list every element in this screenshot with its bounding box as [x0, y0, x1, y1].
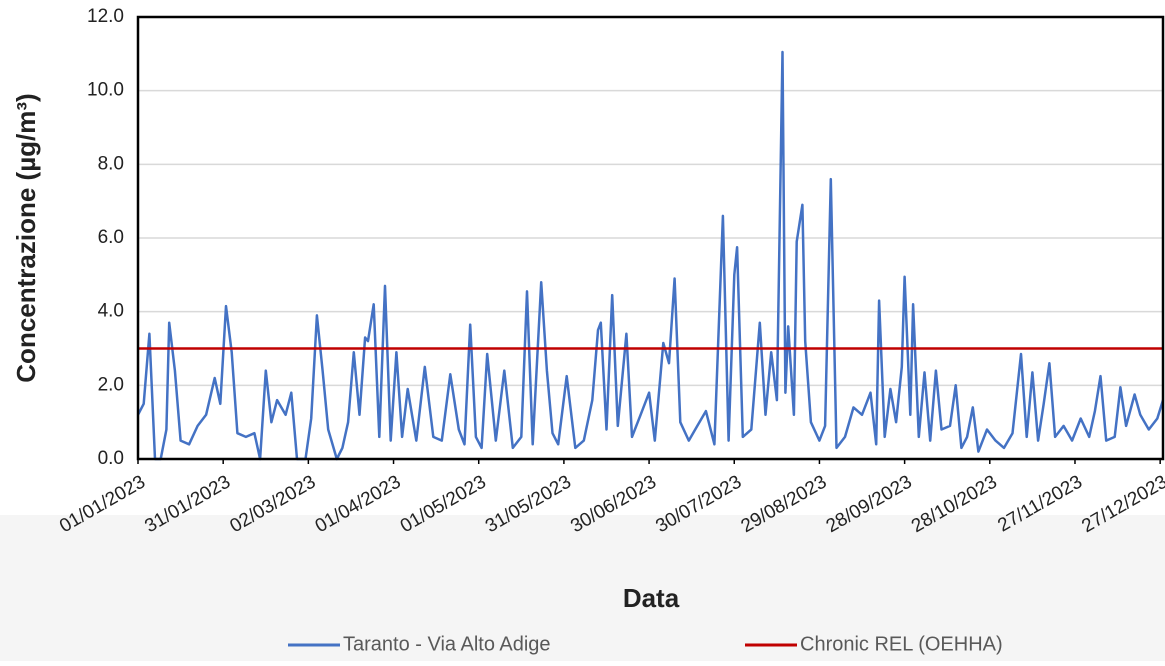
y-tick-label: 10.0: [87, 80, 124, 101]
y-tick-label: 12.0: [87, 6, 124, 27]
data-line: [136, 50, 1165, 461]
y-tick-label: 6.0: [98, 227, 124, 248]
y-axis-title: Concentrazione (µg/m³): [11, 93, 41, 382]
legend-label: Chronic REL (OEHHA): [800, 633, 1003, 655]
y-tick-label: 8.0: [98, 153, 124, 174]
y-tick-label: 2.0: [98, 374, 124, 395]
y-tick-label: 4.0: [98, 301, 124, 322]
legend-label: Taranto - Via Alto Adige: [343, 633, 551, 655]
plot-frame: [136, 15, 1165, 461]
y-tick-label: 0.0: [98, 448, 124, 469]
x-axis-title: Data: [623, 583, 680, 613]
background-band: [0, 515, 1165, 661]
